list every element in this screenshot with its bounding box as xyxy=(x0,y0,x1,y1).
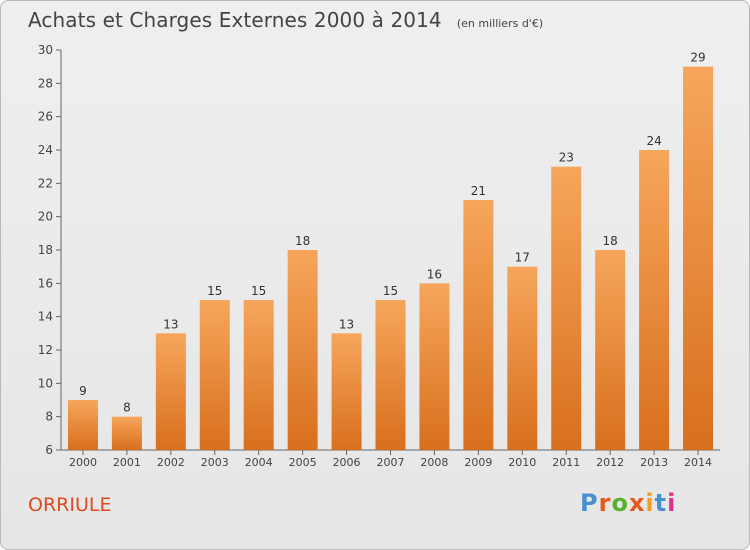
bar xyxy=(507,266,538,450)
bar xyxy=(595,250,626,450)
logo-letter: o xyxy=(611,489,629,517)
x-tick-label: 2002 xyxy=(157,456,185,469)
x-tick-label: 2013 xyxy=(640,456,668,469)
bar xyxy=(331,333,362,450)
logo-letter: i xyxy=(667,489,677,517)
chart-title: Achats et Charges Externes 2000 à 2014 xyxy=(28,8,442,32)
logo-letter: P xyxy=(580,489,599,517)
y-tick-label: 20 xyxy=(38,210,53,224)
commune-name: ORRIULE xyxy=(28,494,112,516)
x-tick-label: 2003 xyxy=(201,456,229,469)
bar xyxy=(551,166,582,450)
x-tick-label: 2000 xyxy=(69,456,97,469)
data-label: 18 xyxy=(603,234,618,248)
data-label: 13 xyxy=(163,317,178,331)
y-tick-label: 26 xyxy=(38,110,53,124)
bar xyxy=(463,200,494,450)
x-tick-label: 2011 xyxy=(552,456,580,469)
bar xyxy=(111,416,142,450)
x-tick-label: 2006 xyxy=(333,456,361,469)
bar xyxy=(67,400,98,450)
data-label: 18 xyxy=(295,234,310,248)
x-tick-label: 2010 xyxy=(508,456,536,469)
data-label: 8 xyxy=(123,401,131,415)
chart-unit: (en milliers d'€) xyxy=(456,17,544,30)
y-tick-label: 18 xyxy=(38,243,53,257)
labels: 9 2000 8 2001 13 2002 15 2003 15 2004 18 2005 13 2006… xyxy=(69,51,712,469)
data-label: 15 xyxy=(251,284,266,298)
x-tick-label: 2004 xyxy=(245,456,273,469)
bar xyxy=(375,300,406,450)
x-tick-label: 2014 xyxy=(684,456,712,469)
bar xyxy=(419,283,450,450)
logo-letter: t xyxy=(654,489,668,517)
data-label: 15 xyxy=(383,284,398,298)
y-tick-label: 24 xyxy=(38,143,53,157)
x-tick-label: 2008 xyxy=(420,456,448,469)
data-label: 29 xyxy=(690,51,705,65)
bars xyxy=(67,66,714,451)
data-label: 9 xyxy=(79,384,87,398)
y-tick-label: 22 xyxy=(38,176,53,190)
y-tick-label: 12 xyxy=(38,343,53,357)
bar xyxy=(155,333,186,450)
y-tick-label: 8 xyxy=(45,410,53,424)
y-tick-label: 10 xyxy=(38,376,53,390)
y-tick-label: 14 xyxy=(38,310,53,324)
x-tick-label: 2001 xyxy=(113,456,141,469)
data-label: 21 xyxy=(471,184,486,198)
logo-letter: r xyxy=(598,489,612,517)
bar xyxy=(639,150,670,450)
bar xyxy=(683,66,714,451)
y-tick-label: 30 xyxy=(38,43,53,57)
y-tick-label: 6 xyxy=(45,443,53,457)
y-tick-label: 28 xyxy=(38,76,53,90)
bar xyxy=(287,250,318,450)
x-tick-label: 2007 xyxy=(377,456,405,469)
logo-letter: x xyxy=(628,489,646,517)
data-label: 23 xyxy=(559,151,574,165)
bar xyxy=(243,300,274,450)
chart-title-block: Achats et Charges Externes 2000 à 2014 (… xyxy=(28,8,543,32)
proxiti-logo[interactable]: Proxiti xyxy=(580,489,676,517)
x-tick-label: 2009 xyxy=(464,456,492,469)
logo-letter: i xyxy=(645,489,655,517)
x-tick-label: 2012 xyxy=(596,456,624,469)
y-tick-label: 16 xyxy=(38,276,53,290)
bar xyxy=(199,300,230,450)
x-tick-label: 2005 xyxy=(289,456,317,469)
data-label: 16 xyxy=(427,267,442,281)
data-label: 24 xyxy=(646,134,661,148)
data-label: 17 xyxy=(515,251,530,265)
data-label: 13 xyxy=(339,317,354,331)
data-label: 15 xyxy=(207,284,222,298)
